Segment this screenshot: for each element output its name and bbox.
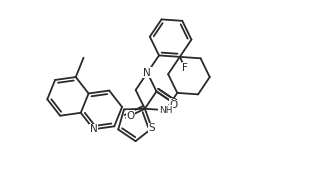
Text: F: F: [182, 63, 188, 73]
Text: S: S: [149, 123, 155, 133]
Text: N: N: [90, 124, 98, 134]
Text: O: O: [169, 98, 178, 108]
Text: N: N: [143, 68, 151, 78]
Text: O: O: [126, 111, 134, 121]
Text: NH: NH: [159, 106, 172, 115]
Text: O: O: [169, 100, 178, 110]
